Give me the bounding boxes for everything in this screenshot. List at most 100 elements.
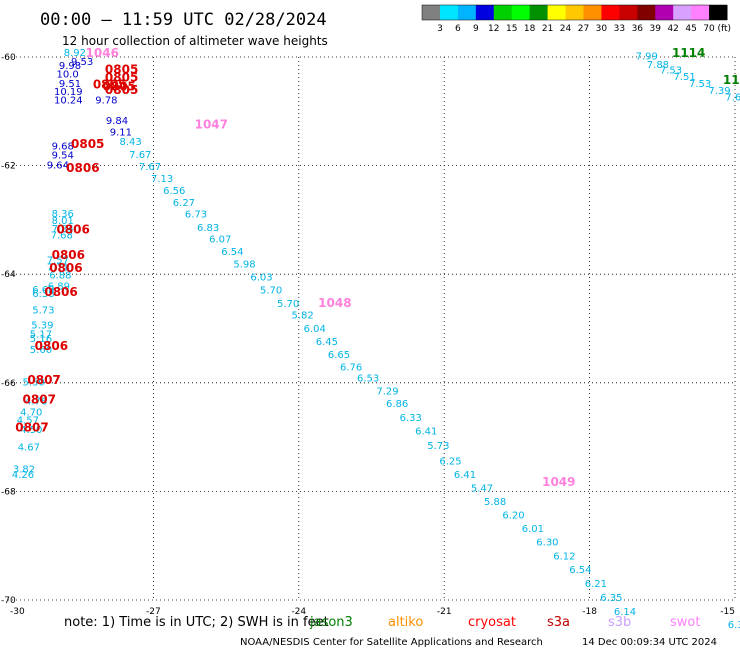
colorbar-swatch xyxy=(637,5,656,20)
wave-height-label: 4.67 xyxy=(18,443,40,454)
wave-height-label: 5.98 xyxy=(233,260,255,271)
colorbar-label: 27 xyxy=(578,24,589,34)
wave-height-label: 9.78 xyxy=(95,96,117,107)
wave-height-label: 6.73 xyxy=(185,210,207,221)
pass-time-label: 0807 xyxy=(23,392,56,406)
pass-time-label: 0805 xyxy=(103,80,136,94)
wave-height-label: 9.53 xyxy=(71,57,93,68)
pass-time-label: 0805 xyxy=(105,70,138,84)
colorbar-label: 3 xyxy=(437,24,443,34)
wave-height-label: 6.07 xyxy=(209,235,231,246)
wave-height-label: 7.6 xyxy=(725,92,740,103)
colorbar-swatch xyxy=(439,5,459,20)
wave-height-label: 7.84 xyxy=(52,224,74,235)
wave-height-label: 7.53 xyxy=(660,65,682,76)
wave-height-label: 6.65 xyxy=(328,350,350,361)
colorbar-swatch xyxy=(655,5,674,20)
pass-time-label: 0806 xyxy=(35,339,68,353)
satellite-legend-item: swot xyxy=(670,615,700,630)
colorbar-swatch xyxy=(547,5,567,20)
x-tick-label: -30 xyxy=(10,607,25,617)
wave-height-label: 4.50 xyxy=(20,425,42,436)
footer-note: note: 1) Time is in UTC; 2) SWH is in fe… xyxy=(64,615,329,630)
wave-height-label: 6.83 xyxy=(197,223,219,234)
colorbar-swatch xyxy=(511,5,531,20)
wave-height-label: 5.50 xyxy=(23,378,45,389)
wave-height-label: 5.88 xyxy=(484,497,506,508)
colorbar-swatch xyxy=(691,5,710,20)
colorbar-label: 18 xyxy=(524,24,536,34)
wave-height-label: 6.86 xyxy=(386,399,408,410)
colorbar-label: 45 xyxy=(685,24,696,34)
wave-height-label: 6.45 xyxy=(316,337,338,348)
wave-height-label: 6.54 xyxy=(221,247,243,258)
wave-height-label: 4.26 xyxy=(12,470,34,481)
wave-height-label: 7.88 xyxy=(647,60,669,71)
colorbar-label: 30 xyxy=(596,24,608,34)
wave-height-label: 4.57 xyxy=(17,416,39,427)
wave-height-label: 7.39 xyxy=(708,86,730,97)
wave-height-label: 6.76 xyxy=(340,362,362,373)
wave-height-label: 10.24 xyxy=(54,96,83,107)
colorbar-label: 36 xyxy=(632,24,644,34)
wave-height-label: 7.71 xyxy=(47,262,69,273)
colorbar-label: 15 xyxy=(506,24,517,34)
wave-height-label: 6.53 xyxy=(357,374,379,385)
wave-height-label: 3.82 xyxy=(13,464,35,475)
wave-height-label: 9.98 xyxy=(59,61,81,72)
wave-height-label: 9.54 xyxy=(52,151,74,162)
wave-height-label: 6.12 xyxy=(553,551,575,562)
y-tick-label: -60 xyxy=(1,53,16,63)
x-tick-label: -27 xyxy=(146,607,161,617)
wave-height-label: 6.33 xyxy=(400,413,422,424)
wave-height-label: 6.56 xyxy=(163,186,185,197)
pass-time-label: 1114 xyxy=(672,46,705,60)
pass-time-label: 0806 xyxy=(56,222,89,236)
wave-height-label: 7.67 xyxy=(129,150,151,161)
satellite-legend-item: altiko xyxy=(388,615,423,630)
colorbar-swatch xyxy=(709,5,728,20)
pass-time-label: 1047 xyxy=(195,118,228,132)
satellite-legend-item: jason3 xyxy=(309,615,353,630)
wave-height-label: 6.41 xyxy=(415,426,437,437)
colorbar-label: 33 xyxy=(614,24,625,34)
wave-height-label: 5.70 xyxy=(277,299,299,310)
colorbar-label: 6 xyxy=(455,24,461,34)
wave-height-label: 6.27 xyxy=(173,198,195,209)
wave-height-label: 6.88 xyxy=(49,271,71,282)
x-tick-label: -18 xyxy=(582,607,597,617)
wave-height-label: 7.53 xyxy=(689,79,711,90)
wave-height-label: 7.29 xyxy=(376,387,398,398)
colorbar-label: 70 xyxy=(703,24,715,34)
pass-time-label: 1048 xyxy=(318,296,351,310)
colorbar-swatch xyxy=(565,5,584,20)
wave-height-label: 5.39 xyxy=(31,321,53,332)
y-tick-label: -64 xyxy=(1,270,16,280)
pass-time-label: 0805 xyxy=(105,62,138,76)
colorbar-swatch xyxy=(493,5,513,20)
wave-height-label: 5.47 xyxy=(471,483,493,494)
wave-height-label: 6.3 xyxy=(728,620,740,631)
chart-title: 00:00 – 11:59 UTC 02/28/2024 xyxy=(40,10,327,30)
footer-timestamp: 14 Dec 00:09:34 UTC 2024 xyxy=(582,637,717,648)
colorbar-label: 12 xyxy=(488,24,499,34)
pass-time-label: 0807 xyxy=(27,373,60,387)
pass-time-label: 0805 xyxy=(93,77,126,91)
wave-height-label: 5.17 xyxy=(30,330,52,341)
y-tick-label: -62 xyxy=(1,162,16,172)
pass-time-label: 0807 xyxy=(15,421,48,435)
y-tick-label: -66 xyxy=(1,379,16,389)
wave-height-label: 6.69 xyxy=(32,285,54,296)
wave-height-label: 6.25 xyxy=(439,456,461,467)
wave-height-label: 8.01 xyxy=(52,216,74,227)
wave-height-label: 8.92 xyxy=(64,48,86,59)
colorbar-swatch xyxy=(475,5,495,20)
y-tick-label: -68 xyxy=(1,487,16,497)
wave-height-label: 6.41 xyxy=(454,470,476,481)
wave-height-label: 4.76 xyxy=(25,397,47,408)
wave-height-label: 6.35 xyxy=(600,593,622,604)
wave-height-label: 9.11 xyxy=(110,128,132,139)
wave-height-label: 6.38 xyxy=(32,289,54,300)
